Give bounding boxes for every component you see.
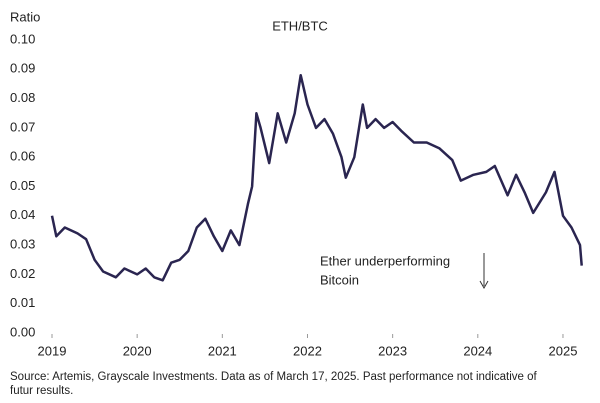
x-tick-label: 2024 — [463, 343, 492, 358]
y-tick-label: 0.01 — [10, 295, 35, 310]
x-tick-label: 2025 — [549, 343, 578, 358]
y-tick-label: 0.04 — [10, 207, 35, 222]
y-axis-label: Ratio — [10, 9, 40, 24]
x-tick-label: 2020 — [123, 343, 152, 358]
y-tick-label: 0.06 — [10, 149, 35, 164]
annotation: Ether underperforming — [320, 253, 450, 268]
y-tick-label: 0.05 — [10, 178, 35, 193]
annotation-arrowhead — [479, 280, 489, 290]
chart-title: ETH/BTC — [272, 18, 328, 33]
source-note: futur results. — [10, 385, 73, 397]
y-tick-label: 0.03 — [10, 237, 35, 252]
y-tick-label: 0.10 — [10, 31, 35, 46]
x-tick-label: 2019 — [38, 343, 67, 358]
y-tick-label: 0.02 — [10, 266, 35, 281]
annotation: Bitcoin — [320, 272, 359, 287]
y-tick-label: 0.09 — [10, 61, 35, 76]
data-line — [50, 73, 583, 282]
y-tick-label: 0.07 — [10, 119, 35, 134]
y-tick-label: 0.00 — [10, 324, 35, 339]
source-note: Source: Artemis, Grayscale Investments. … — [10, 371, 537, 383]
y-tick-label: 0.08 — [10, 90, 35, 105]
x-tick-label: 2021 — [208, 343, 237, 358]
x-tick-label: 2023 — [378, 343, 407, 358]
x-tick-label: 2022 — [293, 343, 322, 358]
